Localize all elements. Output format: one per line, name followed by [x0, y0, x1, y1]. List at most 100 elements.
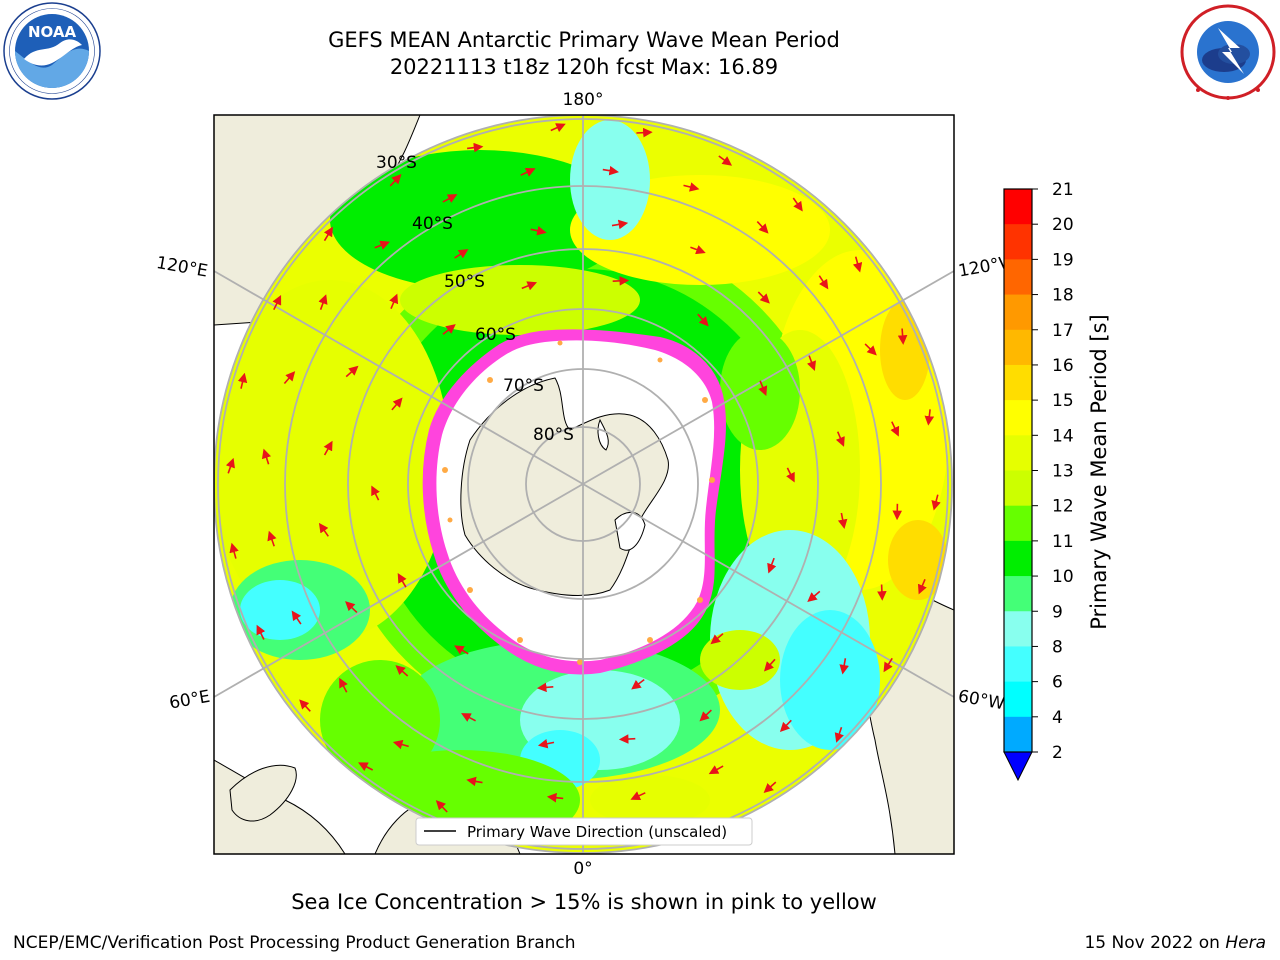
wave-arrow [229, 542, 239, 559]
wave-arrow [807, 590, 821, 603]
wave-arrow [756, 221, 769, 234]
colorbar-tick-label: 8 [1052, 637, 1063, 657]
colorbar-tick-label: 16 [1052, 356, 1074, 376]
colorbar-tick-label: 14 [1052, 426, 1074, 446]
wave-arrow [852, 256, 863, 273]
lon-label-120e: 120°E [155, 253, 209, 282]
colorbar-segment [1004, 224, 1032, 260]
wave-arrow [786, 467, 795, 483]
map-area [214, 115, 954, 854]
wave-arrow [763, 658, 776, 672]
wave-arrow [612, 276, 630, 286]
colorbar-tick-label: 19 [1052, 250, 1074, 270]
lon-label-0: 0° [573, 859, 592, 879]
wave-arrow [318, 522, 329, 537]
lat-label-60s: 60°S [475, 325, 516, 345]
wave-arrow [631, 678, 645, 690]
wave-arrow [864, 343, 877, 356]
wave-arrow [835, 431, 845, 447]
colorbar-tick-label: 12 [1052, 497, 1074, 517]
wave-arrow [883, 657, 893, 673]
footer-date-text: 15 Nov 2022 on [1084, 933, 1226, 953]
colorbar-label: Primary Wave Mean Period [s] [1087, 314, 1111, 630]
wave-arrow [374, 240, 390, 250]
wave-arrow [763, 781, 777, 793]
wave-arrow [392, 739, 409, 750]
wave-arrow [454, 249, 469, 259]
noaa-logo-text: NOAA [28, 23, 77, 41]
graticule [214, 115, 954, 854]
wave-arrow [461, 713, 476, 722]
lat-label-80s: 80°S [533, 425, 574, 445]
wave-arrow [237, 372, 248, 389]
wave-arrow [708, 765, 724, 775]
wave-arrow [283, 371, 296, 385]
wave-arrow [323, 440, 333, 456]
noaa-logo: NOAA [3, 2, 101, 100]
wave-arrow [345, 365, 359, 378]
wave-arrow [395, 665, 409, 677]
footer-date: 15 Nov 2022 on Hera [1084, 933, 1266, 953]
wave-arrow [256, 624, 266, 640]
wave-arrow [710, 633, 724, 645]
colorbar-segment [1004, 470, 1032, 507]
wave-arrow [806, 355, 816, 371]
colorbar-tick-label: 20 [1052, 215, 1074, 235]
colorbar-segment [1004, 259, 1032, 296]
wave-arrow [757, 291, 770, 304]
wave-arrow [839, 658, 849, 675]
colorbar-segment [1004, 611, 1032, 647]
footer-host: Hera [1225, 933, 1266, 953]
lat-label-40s: 40°S [412, 214, 453, 234]
colorbar-tick-label: 18 [1052, 286, 1074, 306]
wave-arrow [792, 197, 803, 212]
wave-arrow [345, 601, 358, 613]
colorbar-tick-label: 10 [1052, 567, 1074, 587]
wave-arrow [917, 578, 927, 595]
colorbar-segment [1004, 189, 1032, 225]
wave-arrow [435, 800, 448, 813]
wave-direction-arrows [225, 123, 941, 842]
lat-label-30s: 30°S [376, 153, 417, 173]
wave-arrow [389, 174, 402, 187]
colorbar-tick-label: 21 [1052, 180, 1074, 200]
wave-arrow [261, 448, 272, 465]
lon-label-180: 180° [563, 90, 604, 110]
map-frame [213, 114, 955, 855]
wave-arrow [454, 645, 469, 655]
wave-arrow [834, 727, 844, 743]
lon-label-60e: 60°E [168, 687, 212, 714]
colorbar-segment [1004, 716, 1032, 753]
wave-arrow [299, 699, 311, 712]
chart-subtitle: 20221113 t18z 120h fcst Max: 16.89 [389, 55, 779, 79]
wave-arrow [291, 610, 302, 625]
wave-arrow [467, 142, 484, 153]
wave-arrow [690, 245, 706, 255]
wave-arrow [758, 380, 768, 397]
wave-arrow [389, 293, 399, 310]
colorbar-segment [1004, 364, 1032, 401]
colorbar-segment [1004, 435, 1032, 471]
colorbar-segment [1004, 400, 1032, 436]
colorbar-segment [1004, 540, 1032, 577]
wave-arrow [267, 530, 277, 547]
lat-label-50s: 50°S [444, 272, 485, 292]
wave-arrow [323, 226, 333, 242]
colorbar: 21 20 19 18 17 16 15 14 13 12 11 10 9 8 6 4 2 Primary Wa… [1003, 180, 1111, 782]
wave-arrow [442, 324, 456, 335]
wave-arrow [931, 494, 941, 511]
colorbar-tick-label: 9 [1052, 602, 1063, 622]
colorbar-tick-label: 17 [1052, 321, 1074, 341]
wave-arrow [521, 281, 538, 291]
colorbar-tick-label: 2 [1052, 743, 1063, 763]
wave-arrow [546, 792, 564, 803]
nws-logo [1180, 4, 1276, 100]
wave-arrow [520, 167, 536, 177]
wave-arrow [466, 776, 483, 787]
footer-credit: NCEP/EMC/Verification Post Processing Pr… [13, 933, 576, 953]
wave-arrow [818, 275, 829, 290]
wave-arrow [442, 194, 458, 203]
colorbar-segment [1004, 329, 1032, 366]
wave-arrow [537, 738, 555, 749]
